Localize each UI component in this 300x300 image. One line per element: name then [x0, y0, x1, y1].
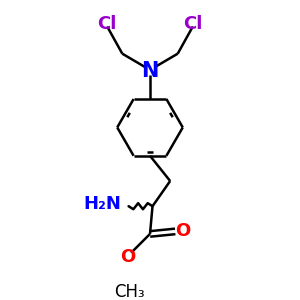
Text: Cl: Cl	[183, 15, 202, 33]
Text: CH₃: CH₃	[115, 283, 145, 300]
Text: O: O	[120, 248, 135, 266]
Text: H₂N: H₂N	[83, 195, 121, 213]
Text: N: N	[141, 61, 159, 81]
Text: Cl: Cl	[98, 15, 117, 33]
Text: O: O	[175, 222, 190, 240]
